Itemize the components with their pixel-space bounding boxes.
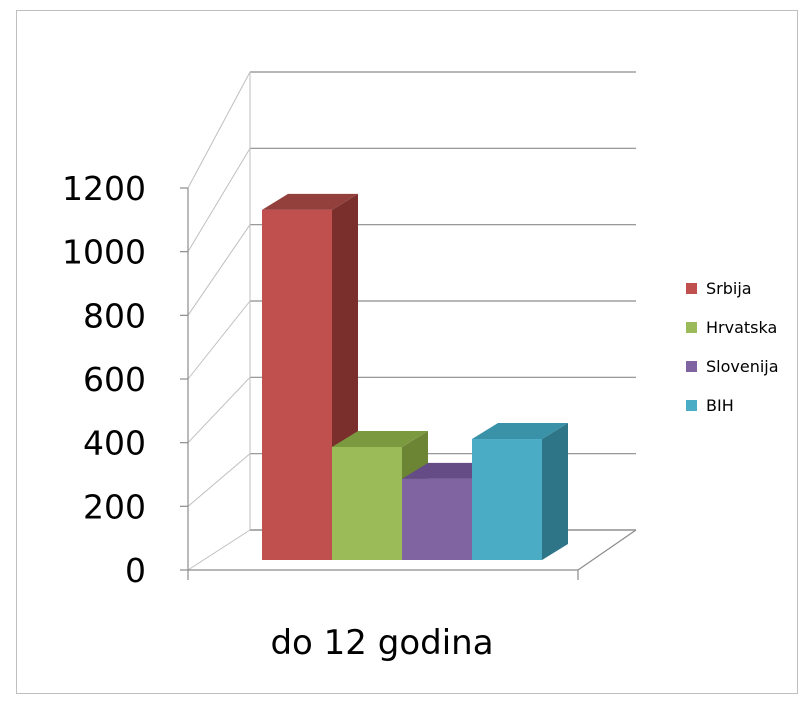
gridline-side: [187, 71, 251, 189]
y-tick-label: 400: [83, 424, 146, 463]
bar-side: [542, 423, 568, 560]
bar-top: [332, 430, 428, 447]
legend: Srbija Hrvatska Slovenija BIH: [686, 279, 779, 415]
legend-swatch: [686, 283, 697, 294]
gridline-side: [187, 148, 251, 252]
chart-frame: [16, 10, 798, 694]
category-labels: do 12 godina: [270, 623, 493, 663]
bar-front: [472, 439, 542, 560]
bar-front: [402, 478, 472, 560]
gridline-side: [187, 224, 251, 316]
bar-top: [472, 423, 568, 440]
y-tick-label: 200: [83, 487, 146, 526]
gridline-side: [187, 300, 251, 380]
bar-bih: [472, 423, 568, 560]
y-tick-label: 1000: [62, 233, 146, 272]
bar-front: [262, 209, 332, 561]
floor-right-edge: [577, 529, 637, 571]
legend-swatch: [686, 322, 697, 333]
bar-top: [262, 193, 358, 210]
legend-label: Hrvatska: [706, 318, 777, 337]
y-tick-labels: 0 200 400 600 800 1000 1200: [62, 169, 146, 590]
legend-label: Slovenija: [706, 357, 779, 376]
y-tick-label: 1200: [62, 169, 146, 208]
gridline-side: [187, 376, 251, 444]
legend-label: BIH: [706, 396, 734, 415]
legend-label: Srbija: [706, 279, 752, 298]
gridline-side: [187, 529, 251, 571]
legend-swatch: [686, 400, 697, 411]
gridline-side: [187, 453, 251, 507]
bars: [262, 193, 568, 561]
legend-swatch: [686, 361, 697, 372]
bar-front: [332, 446, 402, 560]
x-category-label: do 12 godina: [270, 623, 493, 663]
y-tick-label: 0: [125, 551, 146, 590]
y-tick-label: 800: [83, 296, 146, 335]
y-tick-label: 600: [83, 360, 146, 399]
